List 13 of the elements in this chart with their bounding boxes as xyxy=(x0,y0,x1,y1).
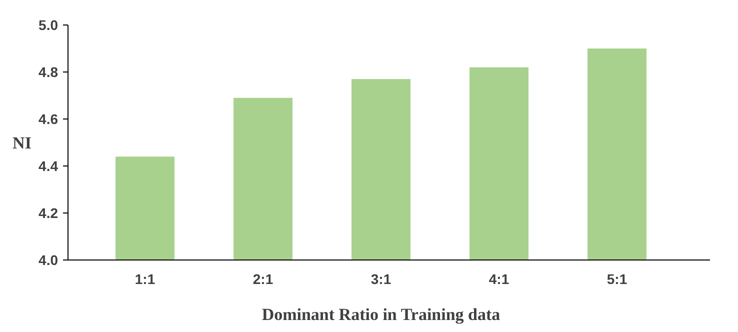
x-tick-label: 3:1 xyxy=(370,271,392,287)
y-tick-label: 4.0 xyxy=(38,252,58,268)
x-tick-label: 5:1 xyxy=(606,271,628,287)
y-tick-label: 4.4 xyxy=(38,158,58,174)
y-tick-label: 4.8 xyxy=(38,64,58,80)
x-axis-title: Dominant Ratio in Training data xyxy=(262,305,501,324)
x-tick-label: 4:1 xyxy=(488,271,510,287)
x-tick-label: 1:1 xyxy=(134,271,156,287)
y-tick-label: 4.2 xyxy=(38,204,58,221)
x-tick-label: 2:1 xyxy=(252,271,274,287)
y-tick-label: 4.6 xyxy=(38,110,58,127)
y-axis-title: NI xyxy=(12,133,32,152)
y-tick-label: 5.0 xyxy=(38,16,58,33)
